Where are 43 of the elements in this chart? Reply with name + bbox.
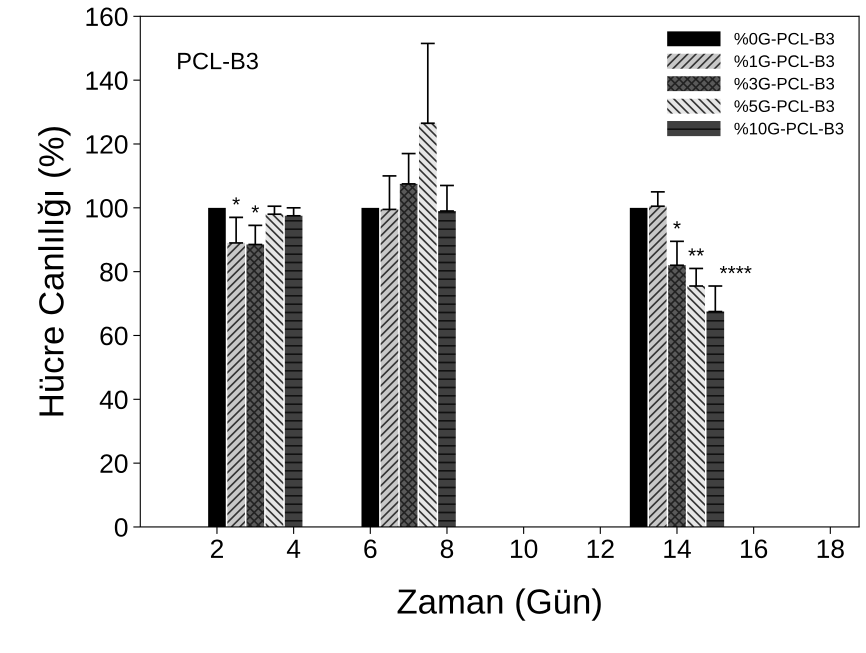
bar <box>687 286 705 527</box>
y-tick-label: 20 <box>100 454 128 473</box>
bar <box>418 123 437 527</box>
annotation: **** <box>720 266 752 274</box>
legend-label: %10G-PCL-B3 <box>734 122 844 134</box>
y-tick-label: 0 <box>114 518 128 537</box>
bar <box>706 312 724 527</box>
x-tick-label: 4 <box>286 540 300 558</box>
legend-label: %5G-PCL-B3 <box>734 100 834 112</box>
y-tick-label: 120 <box>86 135 128 154</box>
x-tick-label: 12 <box>588 539 614 558</box>
y-tick-label: 140 <box>86 71 128 90</box>
legend-label: %3G-PCL-B3 <box>734 78 834 90</box>
bar <box>227 242 245 527</box>
x-tick-label: 14 <box>664 540 691 558</box>
legend-label: %0G-PCL-B3 <box>734 32 834 45</box>
bar <box>246 244 264 527</box>
annotation: * <box>673 221 681 229</box>
y-axis-title: Hücre Canlılığı (%) <box>38 127 71 416</box>
annotation: ** <box>688 248 704 256</box>
annotation: * <box>252 205 260 213</box>
bar <box>668 265 686 527</box>
legend-label: %1G-PCL-B3 <box>734 55 834 68</box>
bar <box>648 206 667 527</box>
x-tick-label: 2 <box>210 539 223 558</box>
bar <box>284 216 302 527</box>
annotation: PCL-B3 <box>178 52 258 70</box>
x-axis-title: Zaman (Gün) <box>398 588 601 621</box>
x-tick-label: 18 <box>818 539 844 558</box>
y-tick-label: 40 <box>100 390 128 410</box>
annotation: * <box>232 197 240 205</box>
x-tick-label: 8 <box>440 539 454 558</box>
bar <box>380 209 398 527</box>
x-tick-label: 6 <box>364 539 376 558</box>
bar <box>400 184 418 527</box>
y-tick-label: 100 <box>86 198 128 218</box>
y-tick-label: 60 <box>100 326 128 346</box>
y-tick-label: 80 <box>100 262 128 282</box>
bar <box>438 211 456 527</box>
x-tick-label: 10 <box>510 539 538 558</box>
bar <box>266 214 284 527</box>
y-tick-label: 160 <box>86 7 128 26</box>
x-tick-label: 16 <box>740 539 768 558</box>
